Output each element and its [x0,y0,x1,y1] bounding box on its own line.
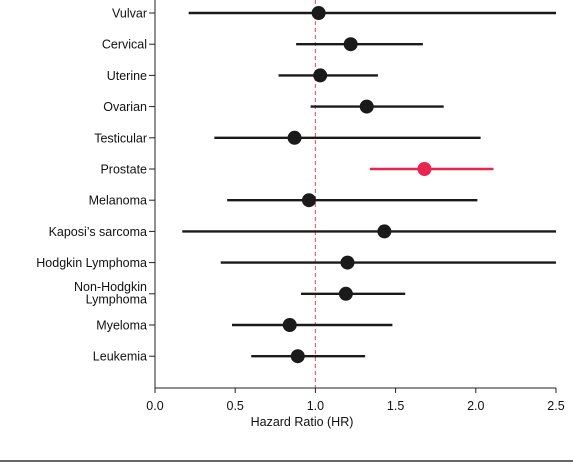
forest-row [227,193,478,208]
y-tick-label: Leukemia [93,350,147,364]
hazard-ratio-point [311,6,326,20]
forest-row [369,162,494,176]
x-tick-label: 1.5 [387,399,404,413]
y-tick-label: Cervical [102,38,147,52]
forest-row [220,255,556,270]
y-tick-label: Uterine [107,69,147,83]
hazard-ratio-point [313,68,328,83]
y-tick-label: Ovarian [103,100,147,114]
y-tick-label: Non-Hodgkin Lymphoma [74,280,147,307]
hazard-ratio-point [343,37,358,52]
forest-row [300,286,406,301]
forest-row [251,349,366,364]
forest-row [188,6,556,20]
x-tick-label: 2.5 [547,399,564,413]
y-tick-label: Testicular [94,131,147,145]
x-tick-label: 0.5 [227,399,244,413]
y-tick-label: Vulvar [112,7,147,21]
x-tick-label: 2.0 [467,399,484,413]
hazard-ratio-point [290,349,305,364]
forest-row [182,224,556,239]
y-tick-label: Melanoma [89,194,147,208]
x-tick-label: 1.0 [307,399,324,413]
x-ticks-layer: 0.0 0.5 1.0 1.5 2.0 2.5 [146,388,565,413]
axes-layer: Vulvar Cervical Uterine Ovarian Testicular Pr… [36,0,556,389]
hazard-ratio-point [377,224,392,239]
forest-row [214,130,481,145]
forest-row [278,68,378,83]
y-tick-label: Hodgkin Lymphoma [36,256,147,270]
y-tick-label: Myeloma [96,319,147,333]
x-axis-title: Hazard Ratio (HR) [251,415,354,429]
x-tick-label: 0.0 [146,399,163,413]
forest-row [231,318,393,332]
hazard-ratio-point [340,255,355,270]
hazard-ratio-point [417,162,432,176]
y-tick-label: Kaposi’s sarcoma [49,225,147,239]
rows-layer [182,6,556,364]
hazard-ratio-point [282,318,297,332]
hazard-ratio-point [338,286,353,301]
forest-row [296,37,423,52]
hazard-ratio-point [287,130,302,145]
forest-row [310,99,444,114]
y-tick-label: Prostate [100,163,147,177]
hazard-ratio-point [301,193,316,208]
hazard-ratio-point [359,99,374,114]
